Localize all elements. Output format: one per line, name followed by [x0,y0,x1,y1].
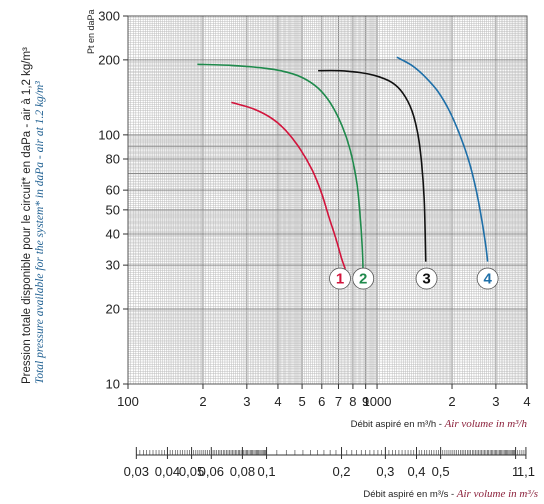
curve-badge-3 [415,267,438,290]
x-tick-label: 3 [243,394,250,409]
x2-tick-label: 0,05 [179,464,204,479]
y-tick-label: 100 [98,127,120,142]
y-tick-label: 80 [106,152,120,167]
curve-label-3: 3 [422,271,430,288]
y-tick-label: 200 [98,52,120,67]
x2-axis-label-en: Air volume in m³/s [456,488,538,500]
x2-tick-label: 0,03 [124,464,149,479]
curve-1: 1 [231,101,351,290]
y-tick-label: 300 [98,9,120,24]
chart-grid [127,15,528,385]
x2-tick-label: 1 [512,464,519,479]
y-tick-labels: 300 200 100 80 60 50 40 30 20 10 [98,9,128,392]
curve-label-2: 2 [359,271,367,288]
curve-4: 4 [396,56,499,290]
curve-label-4: 4 [483,271,492,288]
curve-line-2 [197,63,364,269]
x-axis-label-fr: Débit aspiré en m³/h - [351,419,445,430]
x2-tick-label: 0,5 [432,464,450,479]
x-tick-label: 7 [335,394,342,409]
x-tick-label: 2 [448,394,455,409]
y-tick-label: 50 [106,202,120,217]
y-tick-label: 40 [106,227,120,242]
x2-tick-label: 0,04 [155,464,180,479]
x-tick-label: 8 [349,394,356,409]
curve-badge-4 [476,267,499,290]
x2-axis-label-fr: Débit aspiré en m³/s - [363,489,456,500]
x-axis-label: Débit aspiré en m³/h - Air volume in m³/… [351,418,528,430]
x2-tick-label: 0,1 [258,464,276,479]
x2-tick-label: 0,3 [376,464,394,479]
x2-tick-label: 0,06 [199,464,224,479]
x2-tick-label: 0,2 [332,464,350,479]
x-tick-label: 1000 [363,394,392,409]
curve-badge-1 [329,267,351,290]
x-axis-label-en: Air volume in m³/h [444,418,528,430]
x2-tick-label: 0,08 [230,464,255,479]
curve-line-3 [318,69,427,262]
y-axis-label-en: Total pressure available for the system*… [34,81,46,384]
x-tick-label: 5 [298,394,305,409]
x-tick-label: 100 [117,394,139,409]
curve-3: 3 [318,69,438,290]
curve-badge-2 [352,267,375,290]
curve-line-4 [396,56,489,262]
x-tick-label: 6 [318,394,325,409]
x-tick-label: 4 [523,394,530,409]
curve-line-1 [231,101,346,270]
curve-2: 2 [197,63,375,290]
y-axis-label-fr: Pression totale disponible pour le circu… [21,47,33,384]
x2-axis-label: Débit aspiré en m³/s - Air volume in m³/… [363,488,538,500]
secondary-x-axis: 0,03 0,040,050,06 0,08 0,1 0,2 0,3 0,4 0,5 11,1 [124,447,535,479]
y-tick-label: 60 [106,183,120,198]
chart-axes [127,15,528,385]
x-tick-label: 9 [362,394,369,409]
x-tick-label: 3 [492,394,499,409]
x-tick-label: 4 [274,394,281,409]
x-tick-label: 2 [199,394,206,409]
y-tick-label: 10 [106,377,120,392]
plot-frame [127,15,528,385]
curve-label-1: 1 [336,271,344,288]
y-tick-label: 20 [106,302,120,317]
x2-tick-label: 1,1 [517,464,535,479]
y-tick-label: 30 [106,258,120,273]
x2-tick-label: 0,4 [407,464,425,479]
pressure-unit-label: Pt en daPa [86,9,96,54]
